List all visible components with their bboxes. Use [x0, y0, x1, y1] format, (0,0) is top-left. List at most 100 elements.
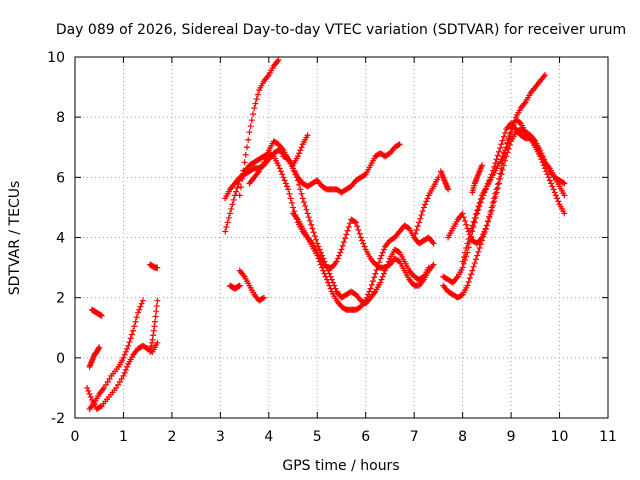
data-point [537, 153, 544, 160]
data-point [505, 136, 512, 143]
data-point [363, 294, 370, 301]
data-point [118, 375, 125, 382]
data-point [236, 192, 243, 199]
data-point [417, 215, 424, 222]
data-point [413, 226, 420, 233]
data-point [314, 240, 321, 247]
data-point [356, 230, 363, 237]
data-point [317, 249, 324, 256]
data-point [133, 314, 140, 321]
x-tick-label: 5 [313, 429, 322, 445]
data-point [307, 217, 314, 224]
data-point [459, 210, 466, 217]
data-point [248, 117, 255, 124]
data-point [313, 236, 320, 243]
data-point [148, 342, 155, 349]
data-point [304, 210, 311, 217]
data-point [84, 384, 91, 391]
data-point [242, 151, 249, 158]
chart-title: Day 089 of 2026, Sidereal Day-to-day VTE… [56, 22, 626, 38]
data-point [136, 306, 143, 313]
series-track-u [469, 162, 486, 196]
data-point [493, 186, 500, 193]
data-point [85, 387, 92, 394]
data-point [240, 167, 247, 174]
data-point [419, 208, 426, 215]
data-point [277, 168, 284, 175]
data-point [468, 271, 475, 278]
data-point [542, 72, 549, 79]
data-point [561, 210, 568, 217]
data-point [338, 246, 345, 253]
series-track-k [227, 282, 243, 292]
plot-frame [74, 56, 609, 419]
data-point [334, 255, 341, 262]
data-point [239, 175, 246, 182]
data-point [87, 393, 94, 400]
data-point [382, 267, 389, 274]
data-point [343, 231, 350, 238]
data-point [245, 136, 252, 143]
series-track-d [88, 306, 105, 319]
y-axis-label: SDTVAR / TECUs [7, 181, 23, 296]
data-point [481, 228, 488, 235]
data-point [152, 313, 159, 320]
x-tick-label: 8 [458, 429, 467, 445]
data-point [137, 303, 144, 310]
data-point [345, 223, 352, 230]
data-point [362, 297, 369, 304]
data-point [227, 210, 234, 217]
data-point [418, 211, 425, 218]
data-point [395, 257, 402, 264]
data-point [470, 218, 477, 225]
data-point [263, 153, 270, 160]
data-point [466, 231, 473, 238]
data-point [479, 162, 486, 169]
data-point [150, 332, 157, 339]
data-point [480, 231, 487, 238]
series-track-l [236, 267, 267, 304]
data-point [378, 252, 385, 259]
x-tick-label: 4 [264, 429, 273, 445]
data-point [342, 235, 349, 242]
data-point [396, 141, 403, 148]
data-point [340, 239, 347, 246]
data-point [292, 171, 299, 178]
data-point [247, 123, 254, 130]
x-tick-label: 1 [119, 429, 128, 445]
tick-labels: 0 1 2 3 4 5 6 7 8 9 10 11 -2 0 2 4 6 8 10 [47, 50, 617, 445]
x-tick-label: 6 [361, 429, 370, 445]
data-point [353, 219, 360, 226]
data-point [275, 57, 282, 64]
data-point [154, 264, 161, 271]
data-point [222, 228, 229, 235]
data-point [465, 236, 472, 243]
data-point [395, 248, 402, 255]
data-point [412, 230, 419, 237]
data-point [299, 195, 306, 202]
data-point [223, 223, 230, 230]
data-point [466, 275, 473, 282]
data-point [339, 242, 346, 249]
data-point [476, 199, 483, 206]
data-point [511, 117, 518, 124]
data-point [344, 227, 351, 234]
data-point [95, 345, 102, 352]
data-point [229, 201, 236, 208]
data-point [310, 229, 317, 236]
data-point [154, 339, 161, 346]
data-point [291, 168, 298, 175]
data-point [538, 156, 545, 163]
data-point [425, 264, 432, 271]
series-track-c [86, 344, 103, 370]
data-point [251, 105, 258, 112]
data-point [283, 183, 290, 190]
data-point [380, 270, 387, 277]
data-point [254, 91, 261, 98]
data-point [281, 177, 288, 184]
data-point [376, 259, 383, 266]
data-point [463, 221, 470, 228]
data-point [544, 171, 551, 178]
data-point [368, 281, 375, 288]
